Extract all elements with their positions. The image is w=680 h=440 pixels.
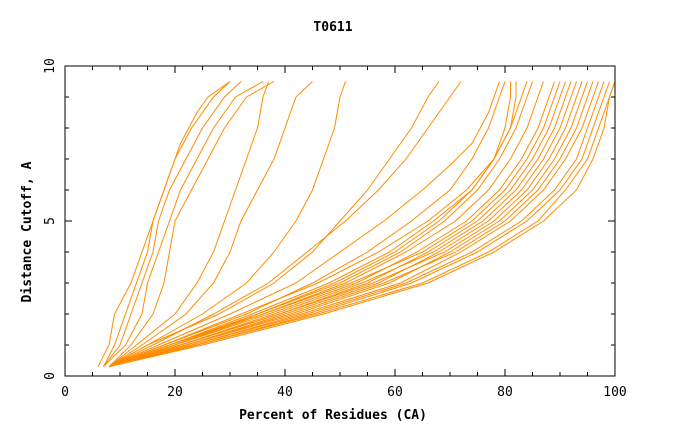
ticks-layer: 0 20 40 60 80 100 0 5 10: [43, 58, 627, 400]
x-tick-label-80: 80: [497, 385, 513, 400]
x-tick-label-20: 20: [167, 385, 183, 400]
series-line-m15: [108, 81, 533, 368]
series-line-m16: [108, 81, 544, 368]
series-line-m06: [108, 81, 269, 368]
x-tick-label-40: 40: [277, 385, 293, 400]
series-line-m27: [108, 81, 605, 368]
series-line-m04: [103, 81, 264, 368]
chart-title: T0611: [313, 20, 352, 35]
series-line-m23: [108, 81, 616, 368]
series-line-m08: [108, 81, 346, 368]
y-axis-label: Distance Cutoff, A: [20, 161, 35, 302]
series-line-m12: [108, 81, 506, 368]
x-tick-label-0: 0: [61, 385, 69, 400]
series-line-m14: [108, 81, 511, 368]
y-tick-label-0: 0: [43, 372, 58, 380]
series-line-m26: [108, 81, 594, 368]
y-tick-label-10: 10: [43, 58, 58, 74]
x-tick-label-100: 100: [603, 385, 626, 400]
series-line-m25: [108, 81, 561, 368]
series-line-m13: [108, 81, 517, 368]
series-line-m20: [108, 81, 588, 368]
series-line-m02: [103, 81, 231, 367]
series-line-m11: [108, 81, 500, 368]
series-line-m22: [108, 81, 610, 368]
x-tick-label-60: 60: [387, 385, 403, 400]
series-line-m29: [108, 81, 616, 368]
series-layer: [97, 81, 616, 368]
series-line-m30: [108, 81, 583, 368]
series-line-m10: [108, 81, 462, 368]
series-line-m17: [108, 81, 555, 368]
series-line-m19: [108, 81, 577, 368]
series-line-m07: [108, 81, 313, 368]
series-line-m09: [108, 81, 440, 368]
series-line-m05: [108, 81, 275, 368]
series-line-m03: [103, 81, 242, 368]
series-line-m24: [108, 81, 572, 368]
y-tick-label-5: 5: [43, 217, 58, 225]
series-line-m01: [97, 81, 231, 367]
series-line-m21: [108, 81, 599, 368]
series-line-m28: [108, 81, 528, 368]
x-axis-label: Percent of Residues (CA): [239, 408, 427, 423]
